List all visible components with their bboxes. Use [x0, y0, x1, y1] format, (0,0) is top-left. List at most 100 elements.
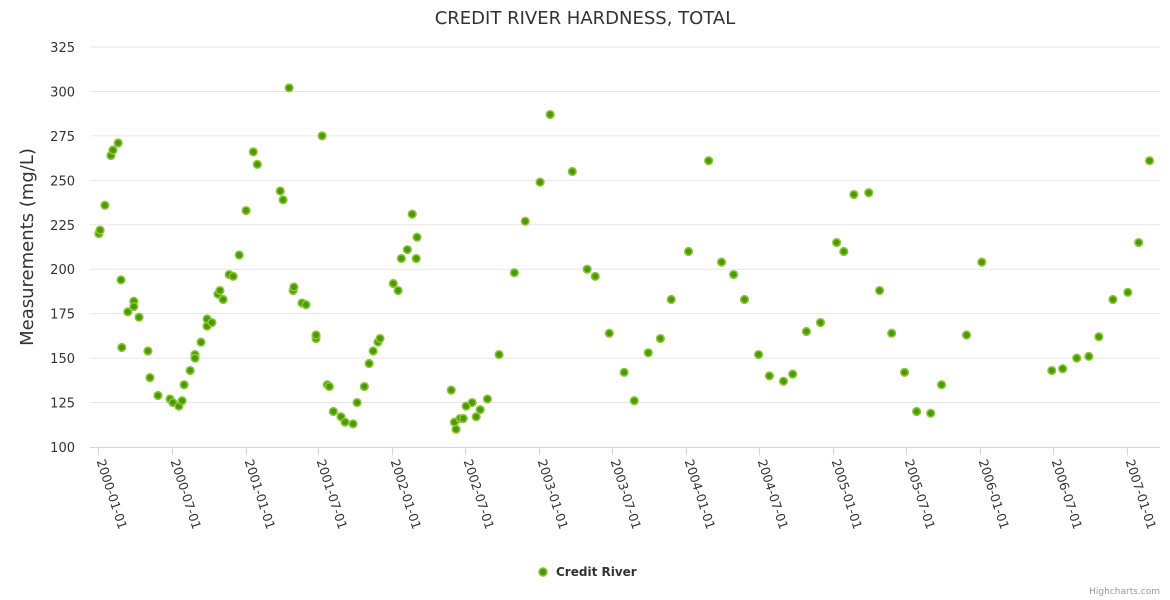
data-point[interactable]: [1144, 156, 1155, 166]
data-point[interactable]: [764, 371, 775, 381]
data-point[interactable]: [402, 245, 412, 255]
data-point[interactable]: [604, 328, 614, 338]
data-point[interactable]: [113, 138, 123, 148]
data-point[interactable]: [388, 278, 398, 289]
data-point[interactable]: [123, 307, 133, 317]
data-point[interactable]: [475, 405, 485, 415]
data-point[interactable]: [348, 419, 358, 429]
data-point[interactable]: [729, 269, 739, 280]
data-point[interactable]: [228, 271, 238, 281]
data-point[interactable]: [961, 330, 972, 340]
data-point[interactable]: [100, 200, 110, 210]
data-point[interactable]: [545, 109, 555, 120]
data-point[interactable]: [926, 408, 936, 418]
data-point[interactable]: [412, 232, 422, 242]
data-point[interactable]: [683, 246, 694, 257]
data-point[interactable]: [655, 333, 665, 344]
data-point[interactable]: [1047, 365, 1057, 376]
data-point[interactable]: [446, 385, 456, 395]
legend-item-credit-river[interactable]: Credit River: [538, 565, 637, 579]
data-point[interactable]: [196, 337, 206, 347]
data-point[interactable]: [234, 250, 244, 260]
credits-link[interactable]: Highcharts.com: [1089, 587, 1160, 597]
data-point[interactable]: [179, 380, 189, 390]
data-point[interactable]: [153, 390, 163, 401]
data-point[interactable]: [801, 326, 812, 337]
data-point[interactable]: [95, 225, 105, 235]
data-point[interactable]: [393, 285, 403, 296]
data-point[interactable]: [340, 417, 350, 427]
data-point[interactable]: [590, 271, 600, 281]
data-point[interactable]: [839, 246, 849, 257]
data-point[interactable]: [831, 237, 842, 248]
data-point[interactable]: [375, 333, 385, 344]
data-point[interactable]: [619, 367, 629, 377]
data-point[interactable]: [145, 373, 155, 383]
data-point[interactable]: [467, 397, 477, 408]
data-point[interactable]: [143, 346, 153, 356]
data-point[interactable]: [1108, 294, 1118, 305]
data-point[interactable]: [1058, 364, 1068, 374]
data-point[interactable]: [407, 209, 417, 219]
data-point[interactable]: [289, 282, 299, 292]
data-point[interactable]: [215, 285, 225, 296]
data-point[interactable]: [482, 394, 493, 404]
data-point[interactable]: [567, 166, 577, 177]
data-point[interactable]: [177, 396, 187, 406]
data-point[interactable]: [977, 257, 987, 267]
data-point[interactable]: [864, 188, 874, 198]
data-point[interactable]: [509, 268, 519, 278]
data-point[interactable]: [912, 406, 922, 417]
data-point[interactable]: [849, 189, 859, 200]
data-point[interactable]: [359, 381, 369, 392]
data-point[interactable]: [411, 253, 421, 264]
data-point[interactable]: [1123, 287, 1133, 297]
data-point[interactable]: [887, 328, 897, 338]
data-point[interactable]: [117, 342, 127, 353]
data-point[interactable]: [108, 145, 118, 155]
data-point[interactable]: [899, 367, 910, 377]
data-point[interactable]: [396, 253, 406, 264]
data-point[interactable]: [936, 380, 947, 390]
data-point[interactable]: [875, 285, 885, 296]
data-point[interactable]: [207, 317, 217, 328]
data-point[interactable]: [241, 205, 251, 216]
data-point[interactable]: [451, 424, 461, 434]
data-point[interactable]: [275, 186, 285, 196]
data-point[interactable]: [190, 353, 200, 363]
data-point[interactable]: [129, 301, 139, 312]
data-point[interactable]: [248, 147, 258, 157]
data-point[interactable]: [368, 346, 378, 356]
data-point[interactable]: [1072, 353, 1082, 363]
data-point[interactable]: [716, 257, 727, 267]
data-point[interactable]: [788, 369, 798, 379]
data-point[interactable]: [629, 396, 639, 406]
data-point[interactable]: [1094, 332, 1104, 342]
data-point[interactable]: [134, 312, 144, 322]
data-point[interactable]: [643, 348, 653, 358]
data-point[interactable]: [185, 365, 195, 376]
data-point[interactable]: [739, 294, 750, 305]
data-point[interactable]: [582, 264, 592, 274]
data-point[interactable]: [458, 413, 468, 424]
data-point[interactable]: [704, 156, 714, 166]
data-point[interactable]: [778, 376, 789, 386]
data-point[interactable]: [317, 131, 327, 141]
data-point[interactable]: [1134, 237, 1144, 248]
data-point[interactable]: [301, 300, 311, 310]
data-point[interactable]: [311, 330, 321, 340]
data-point[interactable]: [116, 275, 126, 285]
data-point[interactable]: [666, 294, 676, 305]
data-point[interactable]: [535, 177, 545, 187]
data-point[interactable]: [218, 294, 228, 305]
data-point[interactable]: [278, 195, 288, 205]
data-point[interactable]: [328, 406, 338, 417]
data-point[interactable]: [284, 83, 294, 93]
data-point[interactable]: [471, 412, 481, 422]
data-point[interactable]: [252, 159, 262, 169]
data-point[interactable]: [352, 397, 362, 408]
data-point[interactable]: [753, 349, 764, 360]
data-point[interactable]: [494, 349, 504, 360]
data-point[interactable]: [815, 317, 826, 328]
data-point[interactable]: [520, 216, 530, 226]
